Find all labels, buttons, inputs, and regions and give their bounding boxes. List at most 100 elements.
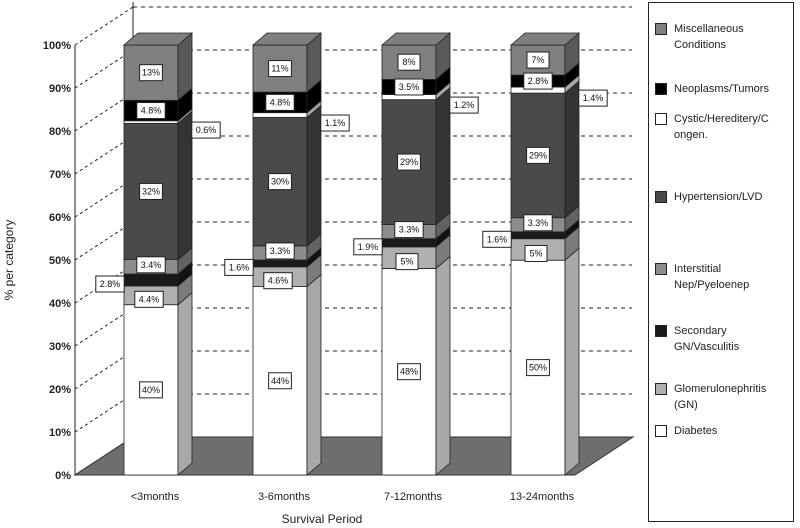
- legend-label: Glomerulonephritis (GN): [674, 383, 767, 411]
- bar-top: [509, 32, 581, 46]
- bar-top: [251, 32, 323, 46]
- y-tick-label: 40%: [49, 298, 71, 310]
- data-label-misc-box: [397, 53, 421, 71]
- legend-swatch: [655, 23, 667, 35]
- data-label-cystic: 1.4%: [583, 93, 604, 103]
- x-tick-label: 3-6months: [258, 491, 310, 503]
- data-label-neoplasms-box: [523, 72, 553, 90]
- bar-segment: [381, 238, 437, 248]
- bar-top: [122, 32, 194, 46]
- data-label-diabetes-box: [397, 363, 421, 381]
- data-label-interstitial: 3.3%: [528, 218, 549, 228]
- legend-item: Hypertension/LVD: [655, 189, 791, 205]
- stacked-bar-chart: 40% 4.4% 2.8% 3.4% 32% 0.6% 4.8% 13% 44% 4.6% 1.6%…: [2, 2, 635, 526]
- gridline-diagonal: [74, 6, 134, 46]
- y-tick-label: 60%: [49, 212, 71, 224]
- legend-label: Interstitial Nep/Pyeloenep: [674, 263, 750, 291]
- data-labels: 40% 4.4% 2.8% 3.4% 32% 0.6% 4.8% 13% 44% 4.6% 1.6%…: [95, 51, 608, 399]
- y-axis-title: % per category: [2, 220, 16, 301]
- x-axis-title: Survival Period: [282, 512, 363, 526]
- data-label-cystic-box: [449, 96, 479, 114]
- bar-top: [380, 32, 452, 46]
- data-label-misc: 13%: [142, 68, 160, 78]
- data-label-hypertension-box: [139, 182, 163, 200]
- legend-swatch: [655, 325, 667, 337]
- bar-segment-side: [306, 104, 322, 247]
- bar-segment-side: [177, 110, 193, 261]
- legend-item: Glomerulonephritis (GN): [655, 381, 791, 413]
- legend-item: Cystic/Hereditery/C ongen.: [655, 111, 791, 143]
- y-tick-label: 90%: [49, 83, 71, 95]
- data-label-gn-box: [263, 272, 293, 290]
- legend-label: Secondary GN/Vasculitis: [674, 325, 740, 353]
- bar-segment: [510, 231, 566, 240]
- bar-segment-side: [435, 255, 451, 476]
- data-label-interstitial: 3.3%: [270, 246, 291, 256]
- data-label-misc: 7%: [531, 55, 544, 65]
- legend-label: Miscellaneous Conditions: [674, 23, 744, 51]
- data-label-hypertension: 30%: [271, 177, 289, 187]
- bar-segment-side: [306, 273, 322, 476]
- data-label-diabetes: 40%: [142, 385, 160, 395]
- legend-label: Cystic/Hereditery/C ongen.: [674, 113, 769, 141]
- y-tick-label: 20%: [49, 384, 71, 396]
- axes: 0% 10% 20% 30% 40% 50% 60% 70% 80% 90% 100% <3month…: [43, 40, 575, 503]
- x-tick-label: <3months: [131, 491, 180, 503]
- y-tick-label: 50%: [49, 255, 71, 267]
- data-label-neoplasms: 4.8%: [270, 97, 291, 107]
- legend-swatch: [655, 113, 667, 125]
- legend-label: Hypertension/LVD: [674, 191, 763, 203]
- data-label-neoplasms: 2.8%: [528, 76, 549, 86]
- data-label-cystic-box: [320, 114, 350, 132]
- data-label-gn: 4.4%: [139, 294, 160, 304]
- data-label-interstitial-box: [523, 214, 553, 232]
- data-label-secondary-gn-box: [353, 238, 383, 256]
- data-label-gn: 5%: [400, 257, 413, 267]
- legend-swatch: [655, 383, 667, 395]
- legend-item: Neoplasms/Tumors: [655, 81, 791, 97]
- data-label-misc-box: [139, 64, 163, 82]
- data-label-neoplasms-box: [136, 102, 166, 120]
- data-label-secondary-gn: 1.6%: [229, 262, 250, 272]
- data-label-gn-box: [395, 253, 419, 271]
- x-tick-label: 13-24months: [510, 491, 575, 503]
- data-label-secondary-gn: 2.8%: [100, 279, 121, 289]
- data-label-misc: 11%: [271, 64, 288, 74]
- legend-label: Neoplasms/Tumors: [674, 83, 769, 95]
- data-label-hypertension-box: [268, 173, 292, 191]
- legend-swatch: [655, 425, 667, 437]
- bar-segment: [252, 259, 308, 268]
- data-label-gn-box: [134, 290, 164, 308]
- bar-segment-side: [435, 86, 451, 226]
- data-label-diabetes: 50%: [529, 363, 547, 373]
- bar-segment: [252, 112, 308, 118]
- data-label-gn: 5%: [529, 248, 542, 258]
- legend-item: Diabetes: [655, 423, 791, 439]
- data-label-neoplasms: 4.8%: [141, 106, 162, 116]
- data-label-neoplasms-box: [394, 78, 424, 96]
- data-label-diabetes-box: [268, 372, 292, 390]
- y-tick-label: 10%: [49, 427, 71, 439]
- legend-item: Miscellaneous Conditions: [655, 21, 791, 53]
- data-label-hypertension: 29%: [529, 150, 547, 160]
- y-tick-label: 80%: [49, 126, 71, 138]
- data-label-interstitial: 3.4%: [141, 260, 162, 270]
- legend: Miscellaneous Conditions Neoplasms/Tumors…: [648, 2, 794, 522]
- data-label-cystic-box: [578, 89, 608, 107]
- data-label-cystic: 1.2%: [454, 100, 475, 110]
- data-label-interstitial-box: [136, 256, 166, 274]
- data-label-misc: 8%: [402, 57, 415, 67]
- data-label-cystic-box: [191, 121, 221, 139]
- bar-segment-side: [564, 80, 580, 219]
- legend-swatch: [655, 83, 667, 95]
- data-label-misc-box: [268, 60, 292, 78]
- data-label-interstitial-box: [394, 221, 424, 239]
- data-label-interstitial: 3.3%: [399, 225, 420, 235]
- legend-label: Diabetes: [674, 425, 718, 437]
- data-label-secondary-gn: 1.9%: [358, 242, 379, 252]
- bar-segment-side: [177, 291, 193, 476]
- legend-swatch: [655, 191, 667, 203]
- data-label-cystic: 1.1%: [325, 118, 346, 128]
- data-label-hypertension: 32%: [142, 186, 160, 196]
- data-label-interstitial-box: [265, 242, 295, 260]
